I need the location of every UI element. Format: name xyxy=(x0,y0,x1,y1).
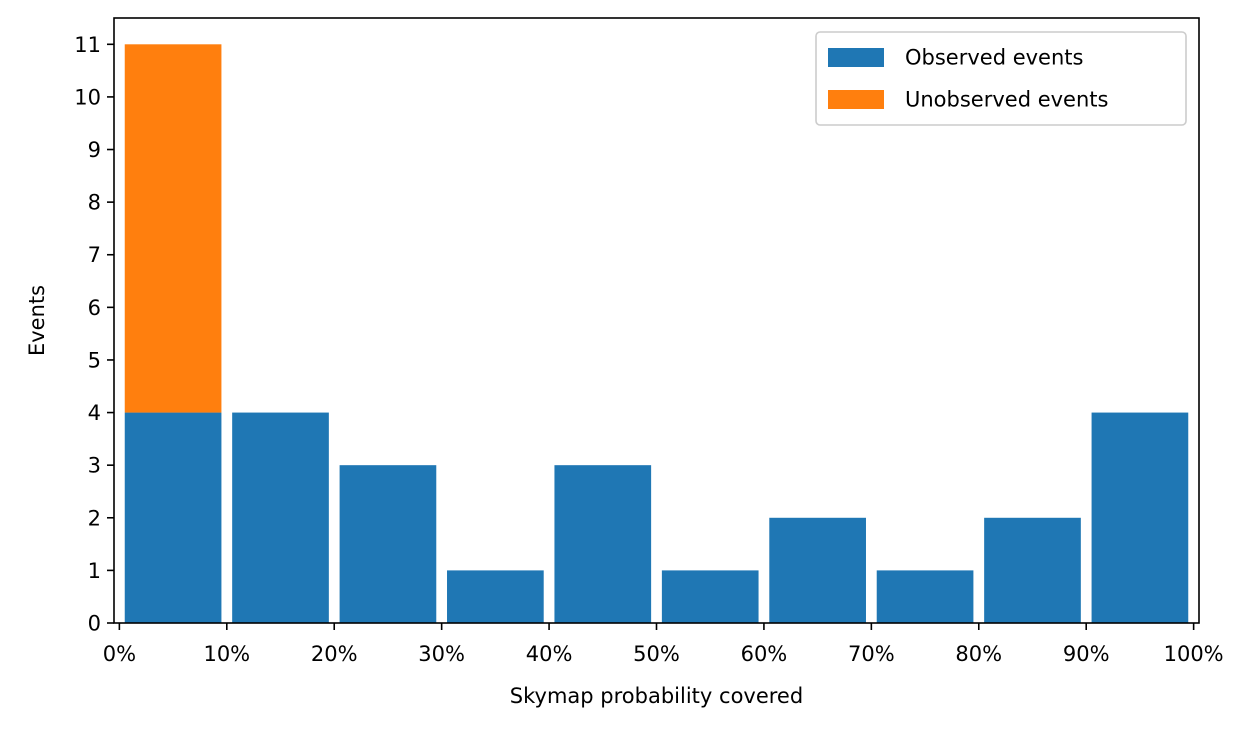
x-tick-label-0: 0% xyxy=(103,642,136,666)
y-tick-label-9: 9 xyxy=(88,138,101,162)
y-tick-label-10: 10 xyxy=(74,85,101,109)
legend: Observed events Unobserved events xyxy=(815,31,1187,126)
bar-observed-5 xyxy=(661,570,759,623)
bar-observed-0 xyxy=(124,412,222,623)
legend-box xyxy=(815,31,1187,126)
bars-layer xyxy=(124,44,1189,623)
x-axis: 0% 10% 20% 30% 40% 50% 60% 70% 80% 90% 100% xyxy=(103,623,1224,666)
x-tick-label-10: 100% xyxy=(1164,642,1224,666)
x-tick-label-4: 40% xyxy=(526,642,573,666)
bar-observed-2 xyxy=(339,465,437,623)
y-tick-label-0: 0 xyxy=(88,612,101,636)
bar-observed-7 xyxy=(876,570,974,623)
x-tick-label-1: 10% xyxy=(203,642,250,666)
y-tick-label-7: 7 xyxy=(88,243,101,267)
x-tick-label-7: 70% xyxy=(848,642,895,666)
x-tick-label-9: 90% xyxy=(1063,642,1110,666)
x-tick-label-5: 50% xyxy=(633,642,680,666)
bar-observed-9 xyxy=(1091,412,1189,623)
x-tick-label-3: 30% xyxy=(418,642,465,666)
legend-swatch-unobserved xyxy=(828,90,884,109)
x-axis-label: Skymap probability covered xyxy=(510,684,803,708)
y-tick-label-2: 2 xyxy=(88,506,101,530)
bar-observed-4 xyxy=(554,465,652,623)
x-tick-label-6: 60% xyxy=(741,642,788,666)
bar-observed-6 xyxy=(769,517,866,623)
y-axis: 0 1 2 3 4 5 6 7 8 9 10 11 xyxy=(74,33,114,636)
y-tick-label-6: 6 xyxy=(88,296,101,320)
y-tick-label-3: 3 xyxy=(88,454,101,478)
x-tick-label-8: 80% xyxy=(955,642,1002,666)
legend-label-observed: Observed events xyxy=(905,46,1083,70)
bar-observed-1 xyxy=(232,412,329,623)
y-tick-label-11: 11 xyxy=(74,33,101,57)
y-axis-label: Events xyxy=(25,285,49,356)
y-tick-label-1: 1 xyxy=(88,559,101,583)
y-tick-label-4: 4 xyxy=(88,401,101,425)
bar-unobserved-0 xyxy=(124,44,222,413)
bar-observed-3 xyxy=(447,570,544,623)
legend-swatch-observed xyxy=(828,48,884,67)
bar-observed-8 xyxy=(984,517,1081,623)
x-tick-label-2: 20% xyxy=(311,642,358,666)
legend-label-unobserved: Unobserved events xyxy=(905,88,1108,112)
y-tick-label-5: 5 xyxy=(88,348,101,372)
y-tick-label-8: 8 xyxy=(88,191,101,215)
